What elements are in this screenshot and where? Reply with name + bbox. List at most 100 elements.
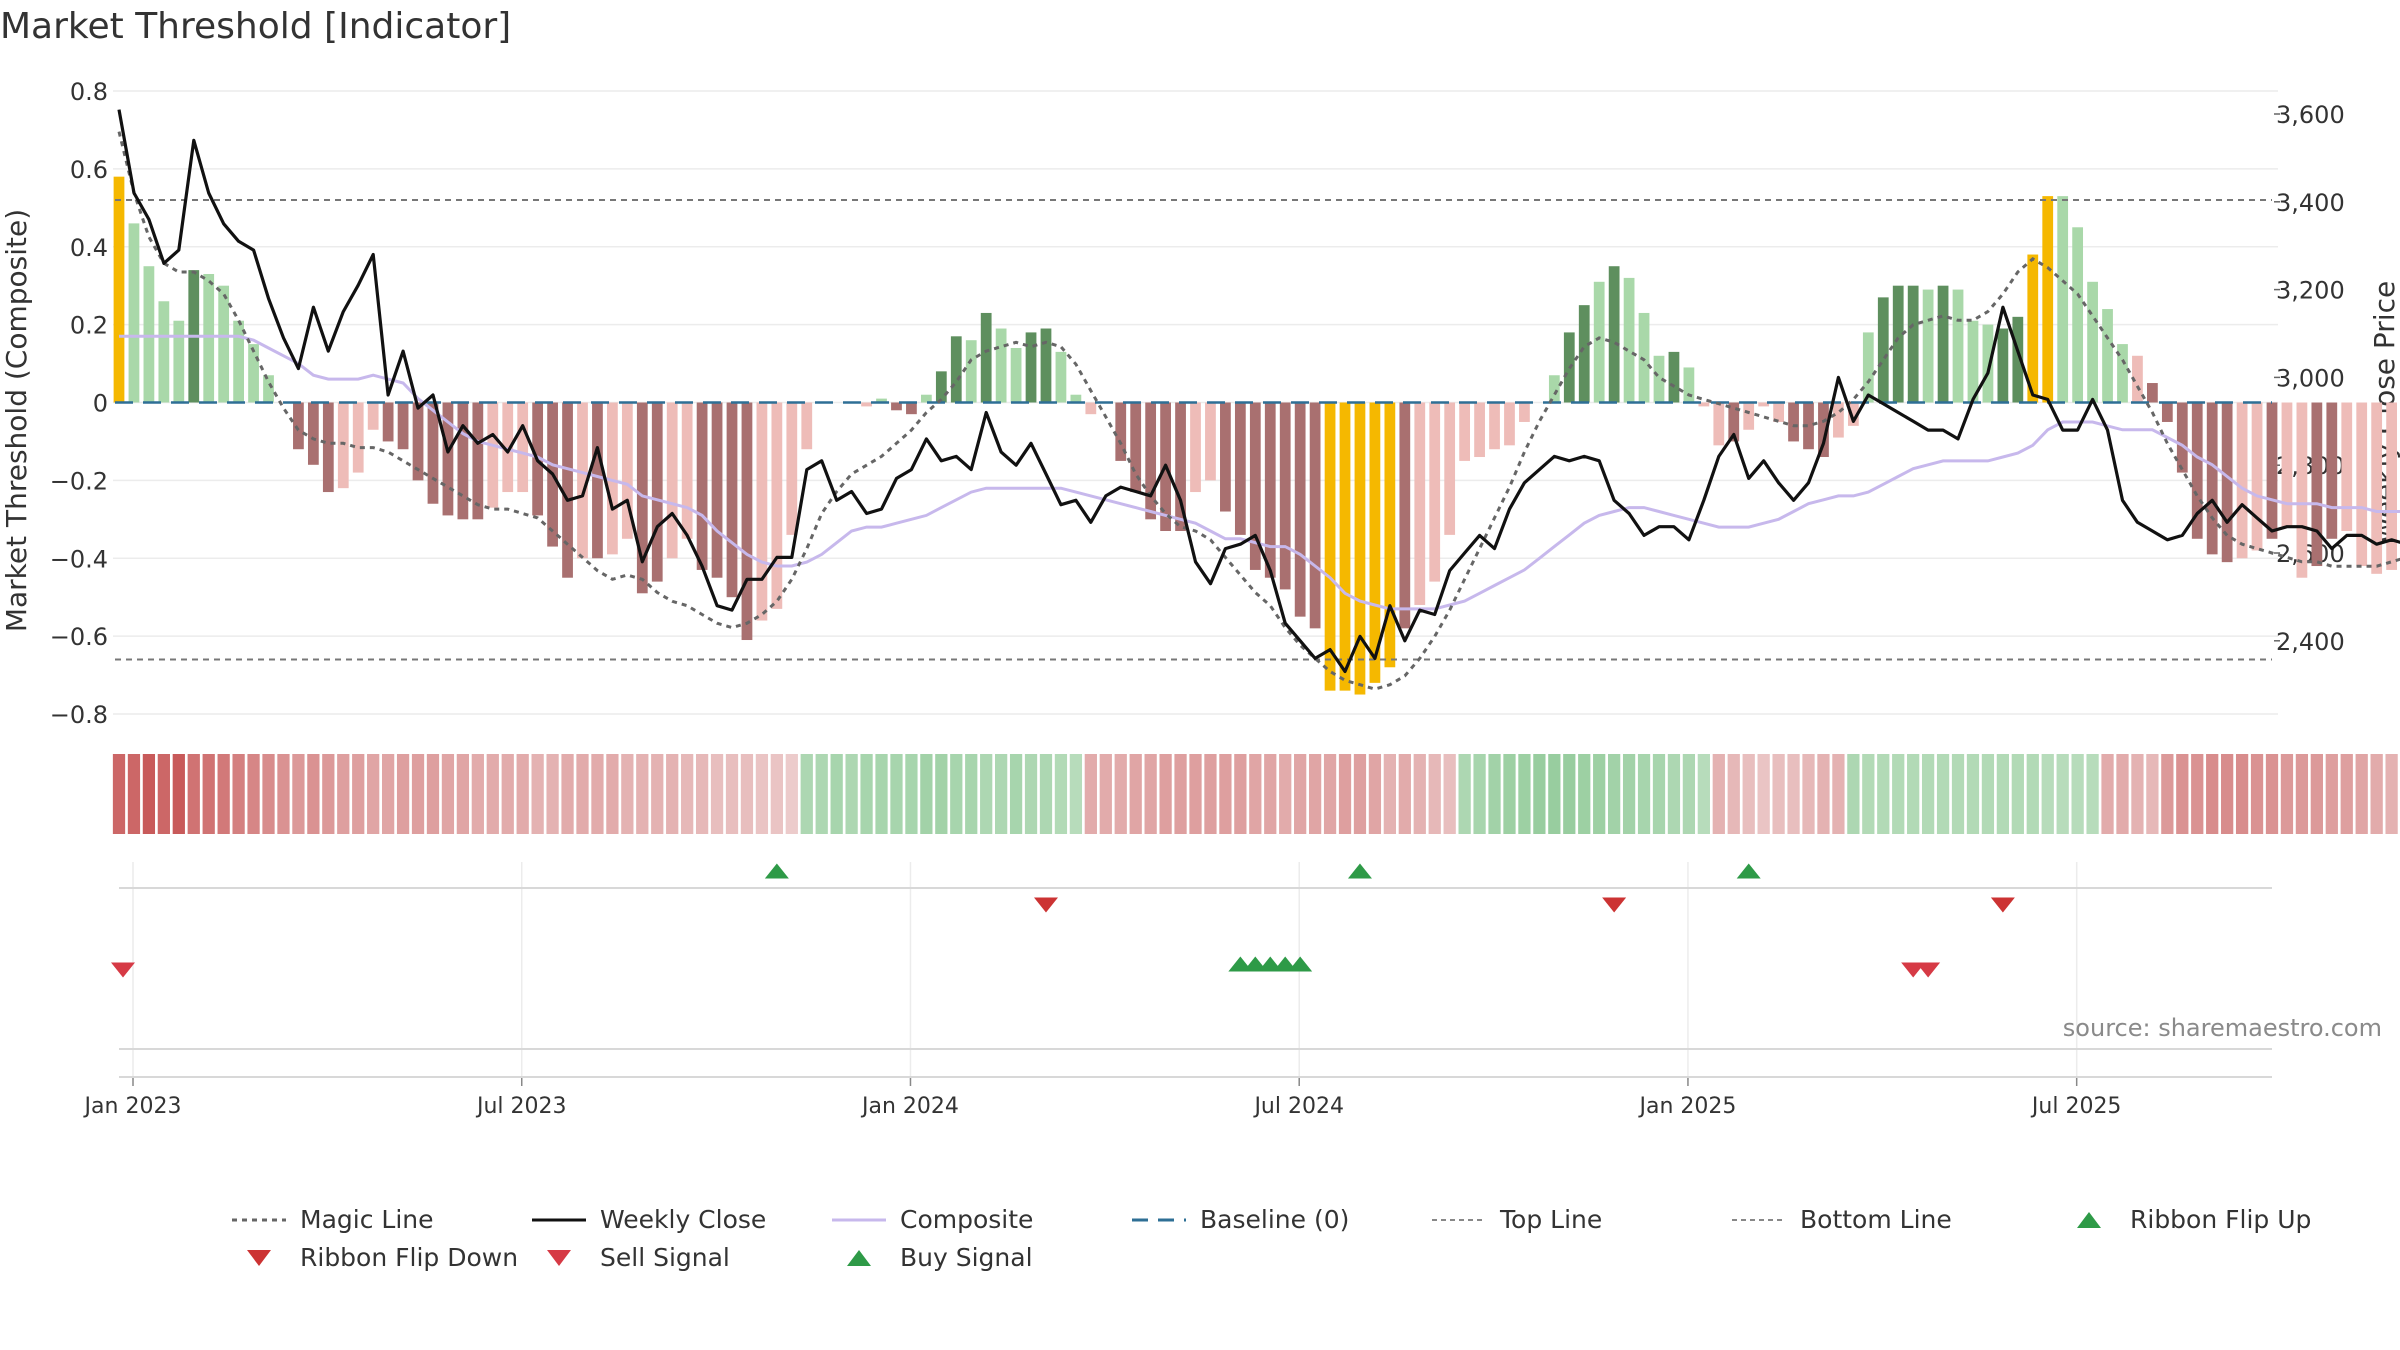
composite-bar [1638,312,1650,403]
ribbon-cell [486,754,499,834]
composite-bar [1698,402,1710,407]
composite-bar [412,402,424,481]
ribbon-cell [1024,754,1038,834]
ribbon-cell [1129,754,1142,834]
ribbon-cell [950,754,963,834]
composite-bar [1040,328,1052,403]
composite-bar [2371,402,2383,574]
y-tick-label: −0.4 [50,545,108,573]
y-tick-label: 0.6 [70,156,108,184]
composite-bar [2042,196,2054,403]
ribbon-cell [1473,754,1486,834]
ribbon-cell [755,754,769,834]
ribbon-cell [1981,754,1995,834]
composite-bar [592,402,603,559]
ribbon-cell [1443,754,1456,834]
composite-bar [2236,402,2248,559]
composite-bar [307,402,319,465]
ribbon-cell [187,754,200,834]
ribbon-cell [1159,754,1172,834]
y-tick-label: −0.2 [50,467,108,495]
ribbon-cell [591,754,604,834]
ribbon-cell [1608,754,1621,834]
chart-title: Market Threshold [Indicator] [0,6,512,47]
ribbon-cell [606,754,619,834]
composite-bar [1548,375,1560,403]
composite-bar [2356,402,2368,567]
ribbon-cell [2295,754,2309,834]
composite-bar [562,402,573,578]
legend-swatch-flip_down [247,1249,271,1266]
composite-bar [1264,402,1276,578]
ribbon-cell [352,754,365,834]
composite-bar [1249,402,1261,570]
composite-bar [1309,402,1321,629]
ribbon-cell [1428,754,1441,834]
y-tick-label: −0.6 [50,623,108,651]
ribbon-cell [785,754,798,834]
y-tick-label: 0.2 [70,312,108,340]
ribbon-cell [561,754,574,834]
composite-bar [382,402,394,442]
legend-item-flip_up: Ribbon Flip Up [2060,1205,2311,1234]
ribbon-cell [1144,754,1157,834]
ribbon-cell [217,754,230,834]
ribbon-cell [1234,754,1247,834]
ribbon-cell [1802,754,1815,834]
ribbon-cell [1578,754,1591,834]
composite-bar [1803,402,1814,450]
ribbon-cell [965,754,978,834]
composite-bar [1414,402,1426,605]
composite-bar [2132,355,2143,403]
ribbon-cell [2325,754,2338,834]
y-tick-label: −0.8 [50,701,108,729]
x-tick-label: Jul 2024 [1252,1094,1344,1119]
ribbon-cell [441,754,455,834]
composite-bar [1205,402,1216,481]
ribbon-cell [1563,754,1576,834]
ribbon-cell [1069,754,1083,834]
composite-bar [397,402,409,450]
ribbon-cell [112,754,126,834]
ribbon-cell [2310,754,2323,834]
composite-bar [1922,289,1934,403]
composite-bar [2102,309,2113,403]
y2-tick-label: 3,200 [2276,277,2345,305]
ribbon-cell [157,754,170,834]
composite-bar [1234,402,1246,535]
ribbon-cell [262,754,275,834]
composite-bar [1818,402,1829,458]
x-tick-label: Jan 2024 [860,1094,959,1119]
composite-bar [1324,402,1336,691]
ribbon-cell [2041,754,2054,834]
legend-label: Top Line [1500,1205,1603,1234]
ribbon-cell [1368,754,1382,834]
ribbon-cell [1637,754,1651,834]
ribbon-cell [1294,754,1307,834]
composite-bar [2057,196,2069,403]
ribbon-cell [426,754,440,834]
ribbon-cell [1518,754,1531,834]
ribbon-cell [456,754,470,834]
ribbon-cell [1338,754,1352,834]
composite-bar [2176,402,2188,473]
composite-bar [1429,402,1441,582]
composite-bar [1788,402,1799,442]
composite-bar [965,340,977,403]
y-tick-label: 0 [93,390,108,418]
composite-bar [1997,328,2009,403]
composite-bar [1967,320,1979,403]
composite-bar [995,328,1007,403]
y-tick-label: 0.8 [70,78,108,106]
ribbon-flip-up-marker [1736,863,1761,879]
ribbon-cell [1951,754,1965,834]
ribbon-cell [2146,754,2159,834]
composite-bar [696,402,708,570]
composite-bar [472,402,484,520]
x-tick-label: Jul 2025 [2030,1094,2122,1119]
composite-bar [2206,402,2218,555]
composite-bar [322,402,334,493]
ribbon-cell [905,754,918,834]
ribbon-cell [2071,754,2084,834]
ribbon-cell [1877,754,1890,834]
